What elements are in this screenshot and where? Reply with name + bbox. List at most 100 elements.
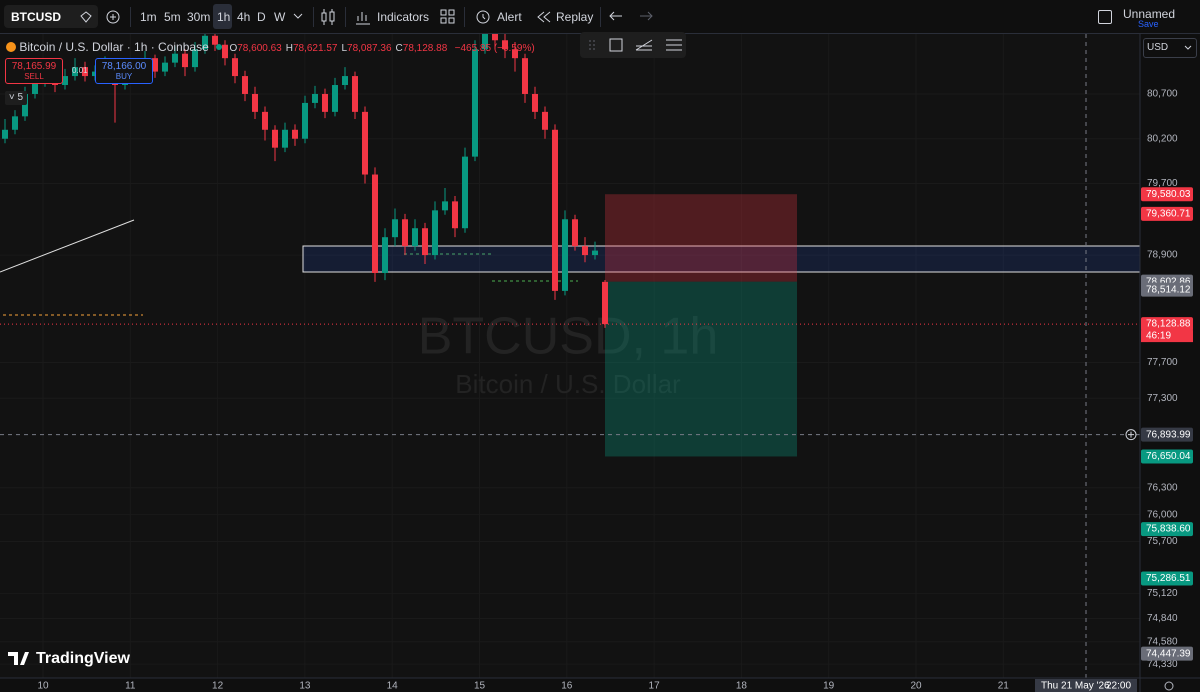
currency-menu bbox=[1184, 45, 1192, 50]
ohlc-value: 78,621.57 bbox=[292, 43, 338, 54]
candle-body bbox=[552, 129, 558, 291]
candles bbox=[2, 34, 608, 328]
candle-body bbox=[82, 67, 88, 77]
candle-body bbox=[462, 156, 468, 229]
y-tick-label: 76,000 bbox=[1147, 509, 1178, 520]
timeframe[interactable]: W bbox=[274, 10, 286, 24]
price-label: 79,580.03 bbox=[1146, 189, 1191, 200]
timeframe[interactable]: 4h bbox=[237, 10, 251, 24]
separator bbox=[345, 7, 346, 27]
y-tick-label: 75,700 bbox=[1147, 536, 1178, 547]
timeframe-menu[interactable] bbox=[293, 12, 303, 20]
indicators-toggle[interactable]: ˅ 5 bbox=[5, 91, 27, 105]
candle-body bbox=[372, 174, 378, 273]
timeframe[interactable]: 1m bbox=[140, 10, 157, 24]
legend-change: −465.85 (−0.59%) bbox=[454, 43, 535, 54]
symbol-search[interactable]: BTCUSD bbox=[4, 5, 98, 28]
timeframe[interactable]: D bbox=[257, 10, 266, 24]
candle-body bbox=[492, 34, 498, 41]
countdown-box bbox=[1141, 330, 1193, 343]
candle-body bbox=[432, 210, 438, 256]
ohlc-key: O bbox=[229, 43, 238, 54]
price-label: 78,514.12 bbox=[1146, 284, 1191, 295]
layout-checkbox[interactable] bbox=[1098, 10, 1112, 24]
save-button[interactable]: Save bbox=[1138, 19, 1159, 29]
legend-title: Bitcoin / U.S. Dollar · 1h · Coinbase bbox=[19, 40, 209, 54]
x-tick-label: 13 bbox=[299, 681, 311, 692]
market-status bbox=[216, 44, 223, 50]
trend-line[interactable] bbox=[0, 219, 135, 273]
price-label: 78,128.88 bbox=[1146, 319, 1191, 330]
candle-body bbox=[262, 111, 268, 130]
top-toolbar: BTCUSD 1m 5m 30m 1h 4h D W Indicators Al… bbox=[0, 0, 1200, 34]
grid bbox=[0, 34, 1140, 678]
x-tick-label: 20 bbox=[910, 681, 922, 692]
symbol-icon bbox=[80, 11, 92, 23]
stop-zone bbox=[605, 194, 797, 282]
candle-body bbox=[252, 93, 258, 112]
buy-button[interactable]: 78,166.00 BUY bbox=[95, 58, 153, 84]
y-tick-label: 77,300 bbox=[1147, 393, 1178, 404]
price-axis bbox=[1140, 34, 1200, 678]
layout-name[interactable]: Unnamed bbox=[1123, 7, 1176, 21]
redo-button[interactable] bbox=[639, 10, 653, 22]
price-label: 75,838.60 bbox=[1146, 524, 1191, 535]
price-label: 79,360.71 bbox=[1146, 208, 1191, 219]
chart-type-button[interactable] bbox=[320, 8, 336, 26]
y-tick-label: 76,300 bbox=[1147, 482, 1178, 493]
y-tick-label: 74,580 bbox=[1147, 636, 1178, 647]
candle-body bbox=[332, 85, 338, 112]
symbol: BTCUSD bbox=[11, 10, 61, 24]
timeframe[interactable]: 5m bbox=[164, 10, 181, 24]
drawing-tools[interactable] bbox=[584, 37, 684, 53]
candle-body bbox=[32, 80, 38, 94]
compare-button[interactable] bbox=[106, 10, 120, 24]
separator bbox=[130, 7, 131, 27]
candle-body bbox=[12, 116, 18, 130]
x-tick-label: 14 bbox=[387, 681, 399, 692]
timeframe[interactable]: 30m bbox=[187, 10, 211, 24]
candle-body bbox=[182, 53, 188, 68]
legend: Bitcoin / U.S. Dollar · 1h · Coinbase O7… bbox=[6, 40, 535, 54]
time-axis bbox=[0, 678, 1200, 692]
timeframe[interactable]: 1h bbox=[217, 10, 231, 24]
candle-body bbox=[512, 49, 518, 59]
candle-body bbox=[172, 53, 178, 63]
indicators-button[interactable]: Indicators bbox=[377, 10, 430, 24]
y-tick-label: 74,840 bbox=[1147, 613, 1178, 624]
candle-body bbox=[222, 44, 228, 59]
price-label-box bbox=[1141, 187, 1193, 202]
price-label: 74,447.39 bbox=[1146, 648, 1191, 659]
x-tick-label: 16 bbox=[561, 681, 573, 692]
candle-body bbox=[402, 219, 408, 247]
brand-name: TradingView bbox=[36, 650, 131, 667]
sell-label: SELL bbox=[24, 72, 44, 81]
price-label-box bbox=[1141, 427, 1193, 442]
y-tick-label: 79,700 bbox=[1147, 178, 1178, 189]
candle-body bbox=[162, 62, 168, 72]
templates-button[interactable] bbox=[440, 9, 455, 24]
candle-body bbox=[152, 58, 158, 72]
x-tick-label: 19 bbox=[823, 681, 835, 692]
candle-body bbox=[382, 237, 388, 273]
separator bbox=[313, 7, 314, 27]
ohlc-value: 78,087.36 bbox=[347, 43, 392, 54]
currency: USD bbox=[1147, 42, 1169, 53]
countdown: 46:19 bbox=[1146, 331, 1171, 342]
settings-icon[interactable] bbox=[1164, 681, 1174, 691]
ohlc-value: 78,600.63 bbox=[237, 43, 282, 54]
candle-body bbox=[312, 93, 318, 103]
watermark-subtitle: Bitcoin / U.S. Dollar bbox=[455, 369, 681, 399]
price-label-box bbox=[1141, 206, 1193, 221]
replay-button[interactable]: Replay bbox=[556, 10, 594, 24]
undo-button[interactable] bbox=[609, 10, 623, 22]
drawing-toolbar bbox=[580, 32, 686, 58]
alert-button[interactable]: Alert bbox=[497, 10, 522, 24]
currency-selector[interactable]: USD bbox=[1143, 38, 1197, 58]
ohlc-key: L bbox=[341, 43, 348, 54]
sell-button[interactable]: 78,165.99 SELL bbox=[5, 58, 63, 84]
replay-icon bbox=[537, 11, 551, 23]
zone-rectangle[interactable] bbox=[302, 245, 1141, 273]
crosshair-hour: 22:00 bbox=[1106, 681, 1131, 692]
candle-body bbox=[472, 49, 478, 157]
